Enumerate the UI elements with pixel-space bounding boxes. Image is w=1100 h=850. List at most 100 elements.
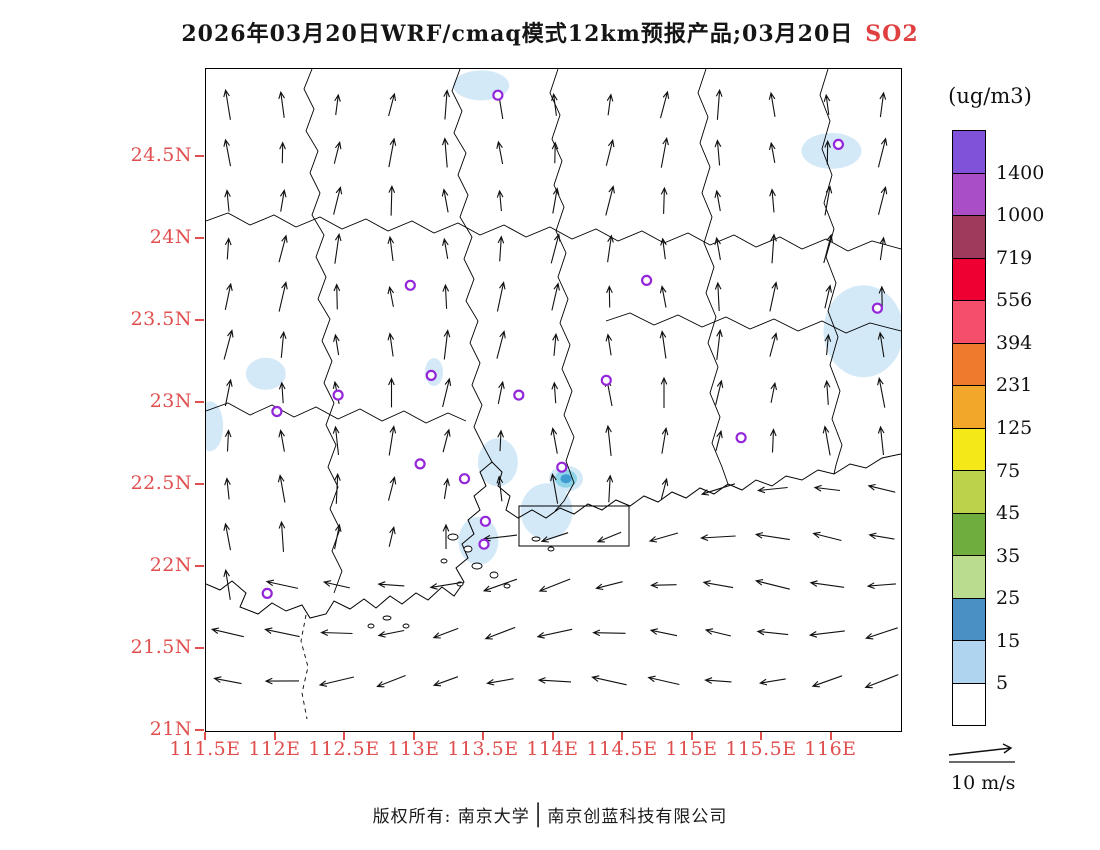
lon-axis-label: 112E — [248, 738, 301, 760]
station-marker — [261, 587, 273, 600]
wind-arrow — [715, 379, 724, 406]
lon-axis-label: 113E — [387, 738, 440, 760]
wind-arrow — [496, 475, 504, 502]
wind-arrow — [824, 333, 832, 356]
station-marker — [404, 279, 416, 291]
lon-axis-label: 115E — [665, 738, 718, 760]
wind-arrow — [824, 185, 833, 216]
wind-arrow — [497, 429, 505, 452]
province-boundary — [549, 69, 575, 512]
lon-tick — [482, 732, 484, 740]
wind-arrow — [715, 88, 723, 120]
island-outline — [531, 536, 541, 542]
wind-arrow — [704, 677, 732, 684]
lon-axis-label: 114.5E — [586, 738, 658, 760]
lat-tick — [195, 155, 204, 158]
wind-arrow — [279, 330, 287, 358]
island-outline — [463, 545, 473, 553]
colorbar-cell — [952, 512, 986, 556]
province-boundary — [303, 69, 343, 594]
wind-arrow — [279, 189, 287, 212]
wind-arrow — [432, 627, 459, 639]
wind-arrow — [877, 186, 888, 215]
wind-arrow — [441, 137, 449, 168]
wind-arrow — [702, 580, 734, 589]
lat-tick — [195, 565, 204, 568]
wind-arrow — [715, 429, 723, 451]
wind-arrow — [442, 377, 452, 408]
lon-axis-label: 115.5E — [725, 738, 797, 760]
wind-arrow — [224, 429, 232, 452]
wind-arrow — [550, 472, 559, 504]
wind-arrow — [812, 531, 842, 542]
region-highlight-box — [518, 505, 630, 547]
colorbar-level-label: 75 — [996, 459, 1021, 482]
wind-arrow — [320, 629, 353, 636]
wind-arrow — [332, 425, 340, 456]
wind-arrow — [813, 484, 841, 492]
wind-arrow — [864, 674, 899, 689]
wind-arrow — [769, 332, 778, 357]
wind-arrow — [213, 676, 242, 685]
so2-shaded-area — [206, 401, 224, 452]
colorbar-cell — [952, 427, 986, 471]
lon-tick — [690, 732, 693, 740]
wind-arrow — [716, 328, 723, 360]
lat-tick — [195, 401, 204, 404]
wind-arrow — [224, 282, 233, 311]
wind-arrow — [700, 534, 736, 542]
wind-arrow — [496, 189, 504, 212]
footer-text-1: 版权所有: 南京大学 — [372, 807, 530, 827]
colorbar-cell — [952, 300, 986, 344]
wind-arrow — [486, 678, 514, 686]
wind-arrow — [278, 234, 288, 263]
lon-axis-label: 114E — [526, 738, 579, 760]
wind-arrow — [650, 581, 677, 589]
wind-arrow — [442, 428, 451, 453]
wind-arrow — [551, 141, 559, 164]
colorbar-cell — [952, 682, 986, 726]
wind-arrow — [388, 377, 395, 408]
wind-arrow — [265, 579, 299, 589]
station-marker — [641, 274, 653, 286]
lat-axis-label: 22.5N — [130, 472, 192, 495]
wind-arrow — [606, 93, 614, 116]
wind-arrow — [659, 330, 667, 359]
lat-axis-label: 22N — [149, 554, 192, 577]
lon-axis-label: 111.5E — [169, 738, 241, 760]
wind-arrow — [377, 581, 405, 588]
wind-arrow — [376, 674, 406, 688]
wind-arrow — [551, 282, 560, 311]
wind-arrow — [388, 137, 397, 168]
lat-tick — [195, 729, 204, 731]
wind-arrow — [210, 627, 244, 638]
island-outline — [382, 615, 392, 621]
wind-arrow — [877, 137, 888, 168]
wind-arrow — [660, 237, 667, 260]
wind-arrow — [333, 283, 341, 310]
wind-arrow — [432, 676, 459, 687]
lat-tick — [195, 483, 204, 486]
colorbar — [952, 130, 986, 726]
wind-arrow — [334, 523, 342, 550]
wind-arrow — [649, 628, 678, 637]
wind-arrow — [223, 522, 232, 551]
wind-arrow — [811, 675, 843, 688]
station-marker — [332, 389, 344, 401]
wind-arrow — [824, 139, 831, 165]
so2-shaded-area — [801, 132, 862, 169]
wind-arrow — [223, 568, 231, 600]
colorbar-cell — [952, 215, 986, 259]
wind-arrow — [714, 189, 722, 212]
wind-arrow — [704, 628, 732, 637]
wind-arrow — [387, 235, 395, 261]
wind-arrow — [592, 629, 626, 637]
station-marker — [492, 89, 504, 101]
province-boundary — [451, 69, 493, 463]
wind-scale-arrow-icon — [948, 743, 1015, 763]
lon-tick — [551, 732, 554, 740]
wind-arrow — [714, 139, 722, 166]
station-marker — [735, 432, 747, 444]
wind-arrow — [318, 676, 355, 687]
